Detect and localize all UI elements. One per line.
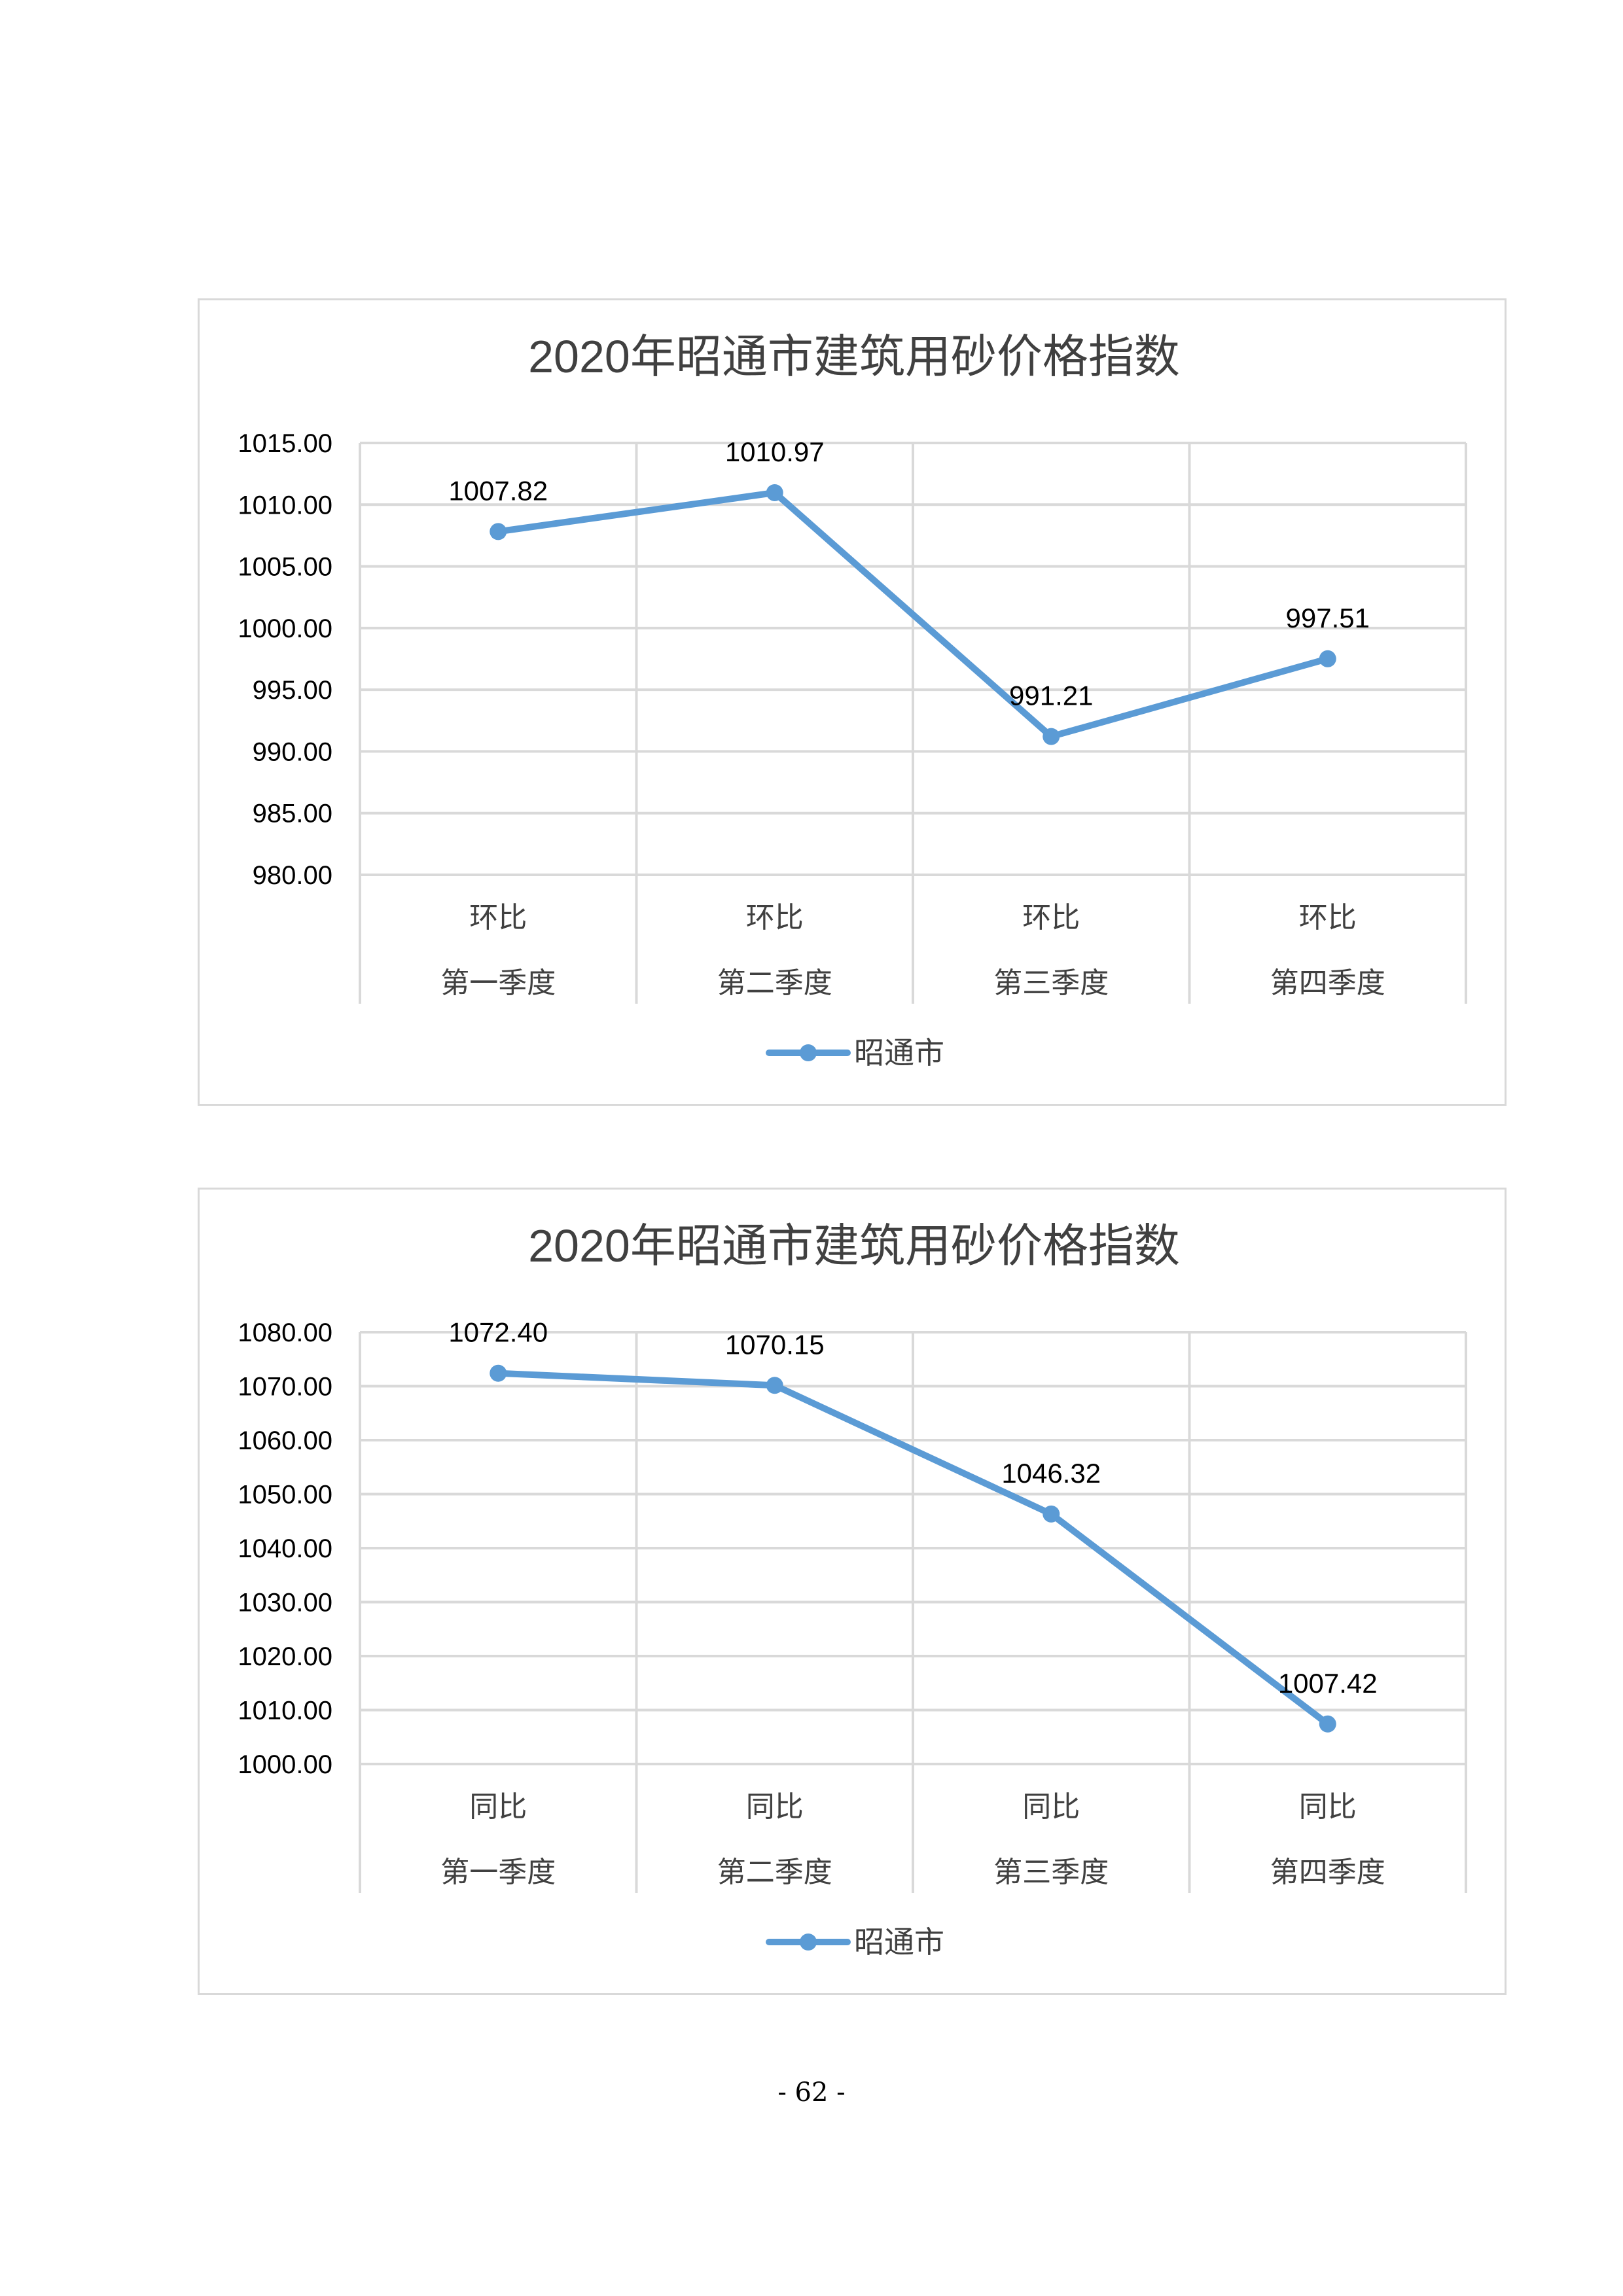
y-tick-label: 995.00 xyxy=(253,676,332,705)
series-line xyxy=(495,489,1331,740)
y-tick-label: 1030.00 xyxy=(238,1589,332,1617)
legend-marker xyxy=(800,1044,817,1061)
legend-label: 昭通市 xyxy=(854,1036,944,1070)
x-tick-sublabel: 第二季度 xyxy=(717,1856,832,1888)
x-tick-sublabel: 第四季度 xyxy=(1270,1856,1385,1888)
x-tick-label: 同比 xyxy=(1299,1791,1357,1823)
data-point xyxy=(766,484,783,501)
data-label: 997.51 xyxy=(1286,603,1370,633)
chart-ring-ratio: 2020年昭通市建筑用砂价格指数 1015.00 1010.00 1005.00 100… xyxy=(198,298,1507,1106)
y-tick-label: 1000.00 xyxy=(238,1750,332,1779)
x-tick-sublabel: 第三季度 xyxy=(993,967,1109,999)
x-tick-sublabel: 第三季度 xyxy=(993,1856,1109,1888)
y-tick-label: 1070.00 xyxy=(238,1373,332,1402)
x-tick-label: 同比 xyxy=(1022,1791,1080,1823)
legend-label: 昭通市 xyxy=(854,1925,944,1959)
x-tick-label: 环比 xyxy=(1022,902,1080,934)
x-tick-label: 环比 xyxy=(469,902,527,934)
data-label: 1072.40 xyxy=(448,1317,548,1348)
data-label: 1046.32 xyxy=(1001,1458,1101,1489)
y-tick-label: 1000.00 xyxy=(238,614,332,643)
x-tick-label: 环比 xyxy=(746,902,804,934)
data-point xyxy=(490,523,507,540)
y-tick-label: 1015.00 xyxy=(238,429,332,458)
chart-svg: 2020年昭通市建筑用砂价格指数 1015.00 1010.00 1005.00 100… xyxy=(238,331,1467,1070)
data-point xyxy=(1043,728,1060,745)
x-tick-sublabel: 第二季度 xyxy=(717,967,832,999)
data-label: 1007.82 xyxy=(448,475,548,506)
x-tick-sublabel: 第四季度 xyxy=(1270,967,1385,999)
chart-year-on-year: 2020年昭通市建筑用砂价格指数 1080.00 1070.00 1060.00 105… xyxy=(198,1188,1507,1995)
y-tick-label: 980.00 xyxy=(253,861,332,890)
y-tick-label: 1005.00 xyxy=(238,553,332,582)
y-tick-label: 1020.00 xyxy=(238,1642,332,1671)
x-tick-sublabel: 第一季度 xyxy=(440,1856,556,1888)
y-tick-label: 985.00 xyxy=(253,800,332,828)
data-label: 991.21 xyxy=(1009,680,1093,711)
chart-title: 2020年昭通市建筑用砂价格指数 xyxy=(528,331,1180,382)
x-tick-label: 同比 xyxy=(746,1791,804,1823)
data-point xyxy=(1043,1505,1060,1523)
y-tick-label: 990.00 xyxy=(253,737,332,766)
data-point xyxy=(1319,650,1336,667)
x-tick-label: 环比 xyxy=(1299,902,1357,934)
y-tick-label: 1040.00 xyxy=(238,1534,332,1563)
data-point xyxy=(766,1377,783,1394)
chart-title: 2020年昭通市建筑用砂价格指数 xyxy=(528,1220,1180,1271)
data-label: 1010.97 xyxy=(725,436,825,467)
page-number: - 62 - xyxy=(777,2077,846,2108)
data-label: 1007.42 xyxy=(1278,1668,1378,1699)
data-point xyxy=(1319,1715,1336,1733)
x-tick-label: 同比 xyxy=(469,1791,527,1823)
y-tick-label: 1010.00 xyxy=(238,491,332,520)
chart-svg: 2020年昭通市建筑用砂价格指数 1080.00 1070.00 1060.00 105… xyxy=(238,1220,1467,1959)
y-tick-label: 1010.00 xyxy=(238,1697,332,1725)
y-tick-label: 1080.00 xyxy=(238,1318,332,1347)
data-label: 1070.15 xyxy=(725,1329,825,1360)
data-point xyxy=(490,1364,507,1382)
legend-marker xyxy=(800,1934,817,1951)
y-tick-label: 1050.00 xyxy=(238,1481,332,1510)
y-tick-label: 1060.00 xyxy=(238,1426,332,1455)
x-tick-sublabel: 第一季度 xyxy=(440,967,556,999)
series-line xyxy=(495,1369,1331,1727)
